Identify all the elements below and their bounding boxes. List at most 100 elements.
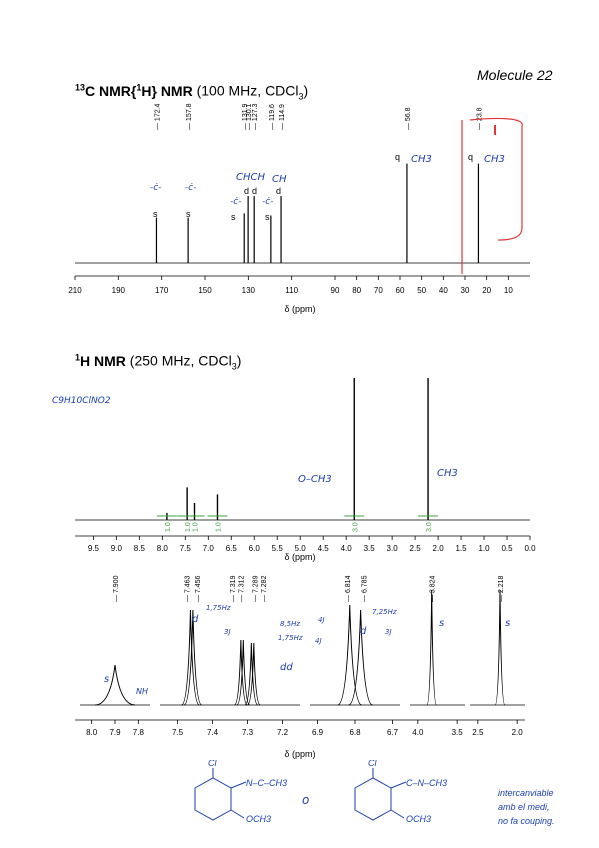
svg-text:s: s <box>231 212 236 222</box>
svg-text:d: d <box>360 626 367 637</box>
c13-peak-label-5: — 119.6 <box>269 104 276 130</box>
structure-1-labels: Cl N–C–CH3 OCH3 <box>208 760 287 824</box>
zoom-peak-3 <box>233 639 248 706</box>
h1-tick-label-17: 1.0 <box>478 544 490 553</box>
zoom-peak-label-9: — 3.824 <box>430 575 437 602</box>
h1-tick-label-7: 6.0 <box>249 544 261 553</box>
h1-tick-label-11: 4.0 <box>341 544 353 553</box>
h1-integral-label-0: 1.0 <box>165 522 172 532</box>
svg-text:OCH3: OCH3 <box>406 814 431 824</box>
svg-text:C–N–CH3: C–N–CH3 <box>406 778 447 788</box>
c13-c-marker-4: -ċ- <box>262 197 273 207</box>
c13-tick-label-12: 30 <box>461 286 470 295</box>
svg-text:d: d <box>244 186 249 196</box>
h1-ch3: CH3 <box>437 468 458 479</box>
zoom-peaks <box>80 589 525 706</box>
zoom-tick-label-5: 7.3 <box>242 728 254 737</box>
svg-text:s: s <box>439 618 444 629</box>
h1-tick-label-5: 7.0 <box>203 544 215 553</box>
h1-tick-label-2: 8.5 <box>134 544 146 553</box>
h1-title: 1H NMR (250 MHz, CDCl3) <box>75 352 242 372</box>
c13-peaks: — 172.4 — 157.8 — 131.9— 130.1— 127.3 — 119… <box>154 103 483 263</box>
h1-integrals: 1.0 1.0 1.0 1.0 3.0 3.0 <box>156 515 439 532</box>
h1-tick-label-4: 7.5 <box>180 544 192 553</box>
h1-tick-label-3: 8.0 <box>157 544 169 553</box>
svg-text:s: s <box>153 209 158 219</box>
svg-text:s: s <box>186 209 191 219</box>
c13-peak-label-3: — 130.1 <box>246 103 253 130</box>
zoom-tick-label-4: 7.4 <box>207 728 219 737</box>
c13-peak-label-2: — 131.9 <box>242 103 249 130</box>
zoom-peak-label-6: — 7.282 <box>261 575 268 602</box>
c13-q2-label: CH3 <box>484 154 505 165</box>
c13-ch: CH <box>272 174 287 185</box>
h1-tick-label-14: 2.5 <box>410 544 422 553</box>
zoom-tick-label-8: 6.8 <box>349 728 361 737</box>
h1-integral-label-3: 1.0 <box>215 522 222 532</box>
h1-tick-label-13: 3.0 <box>387 544 399 553</box>
zoom-tick-label-11: 3.5 <box>452 728 464 737</box>
svg-text:Cl: Cl <box>208 760 217 768</box>
h1-tick-label-12: 3.5 <box>364 544 376 553</box>
c13-tick-label-8: 70 <box>374 286 383 295</box>
structure-2 <box>354 768 407 821</box>
svg-text:s: s <box>104 674 109 685</box>
h1-tick-label-9: 5.0 <box>295 544 307 553</box>
c13-tick-label-6: 90 <box>331 286 340 295</box>
zoom-peak-1 <box>181 609 200 706</box>
c13-annotations: -ċ- -ċ- -ċ- -ċ- CHCH CH CH3 CH3 <box>150 154 505 207</box>
zoom-tick-label-7: 6.9 <box>312 728 324 737</box>
h1-tick-label-0: 9.5 <box>88 544 100 553</box>
note-line-1: intercanviable <box>498 788 554 798</box>
c13-tick-label-0: 210 <box>68 286 82 295</box>
c13-peak-label-0: — 172.4 <box>154 103 161 130</box>
svg-text:7,25Hz: 7,25Hz <box>372 608 397 616</box>
zoom-tick-label-6: 7.2 <box>277 728 289 737</box>
zoom-peak-2 <box>183 609 202 706</box>
svg-text:1,75Hz: 1,75Hz <box>206 604 231 612</box>
zoom-annotations: s NH d 1,75Hz 3J 8,5Hz 1,75Hz 4J 4J dd d… <box>104 604 510 696</box>
formula: C9H10ClNO2 <box>52 396 111 406</box>
svg-text:d: d <box>252 186 257 196</box>
c13-tick-label-4: 130 <box>242 286 256 295</box>
zoom-peak-8 <box>348 609 373 706</box>
zoom-peak-label-3: — 7.319 <box>230 575 237 602</box>
zoom-tick-label-0: 8.0 <box>86 728 98 737</box>
h1-tick-label-10: 4.5 <box>318 544 330 553</box>
svg-text:3J: 3J <box>224 628 231 636</box>
zoom-tick-label-13: 2.0 <box>512 728 524 737</box>
h1-tick-label-19: 0.0 <box>524 544 536 553</box>
svg-text:3J: 3J <box>385 628 392 636</box>
h1-tick-label-8: 5.5 <box>272 544 284 553</box>
c13-chch: CHCH <box>236 172 265 183</box>
molecule-label: Molecule 22 <box>477 67 553 83</box>
svg-text:OCH3: OCH3 <box>246 814 271 824</box>
zoom-peak-label-2: — 7.456 <box>195 575 202 602</box>
svg-text:dd: dd <box>280 662 293 673</box>
zoom-peak-label-0: — 7.900 <box>113 575 120 602</box>
svg-text:s: s <box>265 212 270 222</box>
svg-text:4J: 4J <box>318 616 325 624</box>
c13-tick-label-10: 50 <box>417 286 426 295</box>
svg-text:s: s <box>505 618 510 629</box>
c13-title: 13C NMR{1H} NMR (100 MHz, CDCl3) <box>75 82 309 102</box>
zoom-peak-label-10: — 2.218 <box>498 575 505 602</box>
svg-text:d: d <box>192 614 199 625</box>
h1-annotations: O–CH3 CH3 <box>298 468 458 485</box>
zoom-peak-label-5: — 7.289 <box>252 575 259 602</box>
c13-tick-label-5: 110 <box>285 286 298 295</box>
zoom-tick-label-10: 4.0 <box>412 728 424 737</box>
c13-tick-label-9: 60 <box>396 286 405 295</box>
note-line-2: amb el medi, <box>498 802 550 812</box>
h1-integral-label-4: 3.0 <box>352 522 359 532</box>
h1-xlabel: δ (ppm) <box>284 552 315 562</box>
zoom-ticks: 8.0 7.9 7.8 7.5 7.4 7.3 7.2 6.9 6.8 6.7 4.0 3.5 2.5 2… <box>86 720 523 737</box>
h1-spectrum: 1.0 1.0 1.0 1.0 3.0 3.0 9.5 9.0 8.5 8.0 7.5 7.0 6.5… <box>75 378 536 562</box>
c13-peak-label-7: — 56.8 <box>405 107 412 130</box>
svg-text:d: d <box>276 186 281 196</box>
zoom-peak-7 <box>337 604 362 706</box>
h1-tick-label-6: 6.5 <box>226 544 238 553</box>
structure-1 <box>194 768 247 821</box>
svg-text:4J: 4J <box>315 637 322 645</box>
c13-q1-label: CH3 <box>411 154 432 165</box>
